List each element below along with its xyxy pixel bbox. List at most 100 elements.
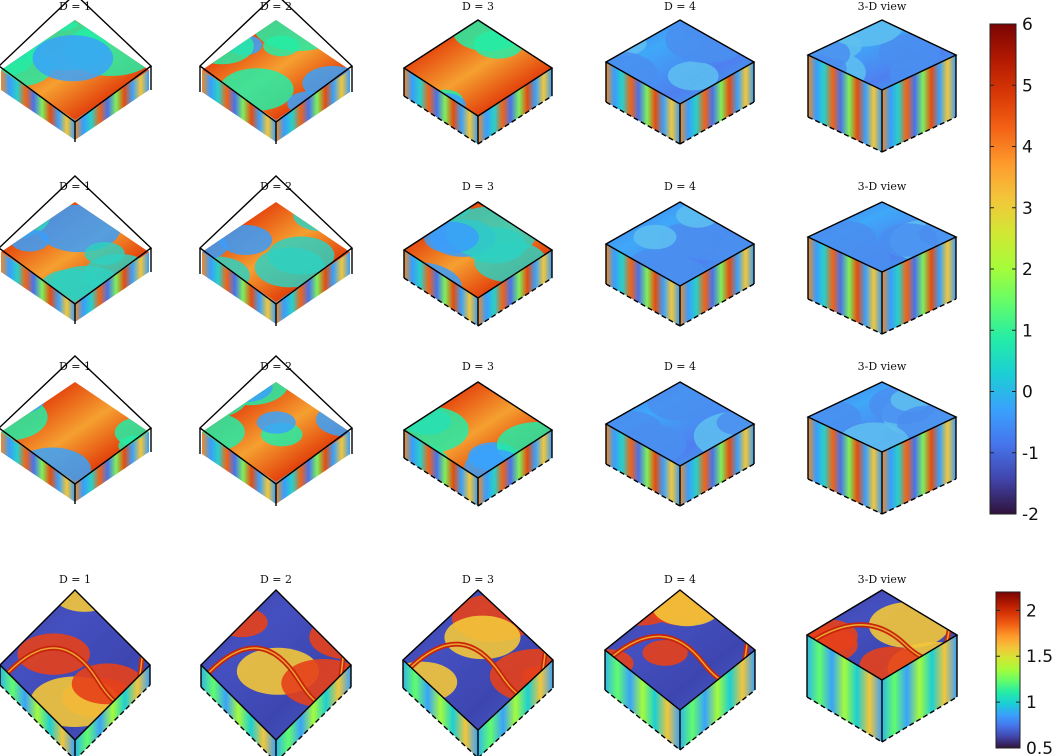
colorbar-tick-label: 6 xyxy=(1022,15,1033,35)
panel-side-right xyxy=(276,70,350,142)
colorbar-secondary: 2 1.5 1 0.5 xyxy=(995,591,1053,756)
panel-side-right xyxy=(882,417,956,514)
panel-r3-c3: D = 4 xyxy=(603,573,757,751)
panel-side-left xyxy=(404,68,478,144)
panel-side-right xyxy=(276,665,351,756)
panel-side-left xyxy=(808,237,882,334)
panel-side-left xyxy=(1,252,75,322)
panel-grid: D = 1 D = 2 D = 3 D = 4 3-D view D = 1 D = 2 D … xyxy=(0,0,959,756)
panel-side-right xyxy=(276,252,350,324)
panel-r2-c3: D = 4 xyxy=(604,360,756,507)
panel-title: D = 3 xyxy=(462,0,494,13)
panel-side-left xyxy=(605,650,680,750)
panel-title: D = 4 xyxy=(664,573,696,586)
panel-r3-c4: 3-D view xyxy=(805,573,959,743)
panel-title: D = 4 xyxy=(664,180,696,193)
panel-side-left xyxy=(808,55,882,152)
panel-title: D = 4 xyxy=(664,360,696,373)
panel-side-right xyxy=(680,62,754,144)
panel-box-frame xyxy=(0,0,153,142)
colorbar-tick-label: -1 xyxy=(1022,444,1039,464)
panel-r0-c0: D = 1 xyxy=(0,0,153,142)
panel-box-frame xyxy=(402,381,554,507)
panel-box-frame xyxy=(0,589,151,756)
panel-r0-c4: 3-D view xyxy=(806,0,958,153)
panel-side-right xyxy=(478,250,552,326)
panel-r1-c0: D = 1 xyxy=(0,175,153,324)
panel-side-left xyxy=(202,70,276,142)
panel-side-right xyxy=(680,244,754,326)
panel-r2-c4: 3-D view xyxy=(806,360,958,515)
panel-side-left xyxy=(404,250,478,326)
colorbar-tick-label: 1.5 xyxy=(1026,647,1053,667)
panel-box-frame xyxy=(402,201,554,327)
panel-box-frame xyxy=(0,355,153,504)
panel-r0-c1: D = 2 xyxy=(198,0,354,144)
colorbar-gradient xyxy=(995,591,1021,749)
colorbar-tick-label: 0 xyxy=(1022,383,1033,403)
panel-side-left xyxy=(808,417,882,514)
panel-side-left xyxy=(0,665,75,756)
panel-side-left xyxy=(807,635,882,742)
colorbar-tick-label: -2 xyxy=(1022,505,1039,525)
colorbar-tick-label: 1 xyxy=(1022,321,1033,341)
panel-side-left xyxy=(606,244,680,326)
panel-side-right xyxy=(478,430,552,506)
panel-side-left xyxy=(403,660,478,756)
panel-r1-c2: D = 3 xyxy=(402,180,554,327)
colorbar-tick-label: 2 xyxy=(1026,601,1037,621)
panel-box-frame xyxy=(0,175,153,324)
panel-box-frame xyxy=(806,19,958,153)
panel-side-right xyxy=(882,237,956,334)
panel-title: D = 2 xyxy=(260,0,292,13)
panel-box-frame xyxy=(805,589,959,743)
panel-box-frame xyxy=(806,201,958,335)
panel-r2-c0: D = 1 xyxy=(0,355,153,504)
panel-side-right xyxy=(478,68,552,144)
panel-r3-c1: D = 2 xyxy=(200,573,352,756)
panel-box-frame xyxy=(806,381,958,515)
panel-side-right xyxy=(882,55,956,152)
panel-side-right xyxy=(75,70,149,140)
panel-r0-c3: D = 4 xyxy=(604,0,756,145)
panel-r0-c2: D = 3 xyxy=(402,0,554,145)
panel-side-left xyxy=(404,430,478,506)
panel-box-frame xyxy=(198,355,354,506)
colorbar-tick-label: 5 xyxy=(1022,76,1033,96)
panel-box-frame xyxy=(402,19,554,145)
panel-side-right xyxy=(882,635,957,742)
panel-side-left xyxy=(1,70,75,140)
panel-r2-c2: D = 3 xyxy=(402,360,554,507)
panel-title: D = 4 xyxy=(664,0,696,13)
panel-title: 3-D view xyxy=(858,360,907,373)
panel-title: D = 3 xyxy=(462,573,494,586)
panel-r3-c2: D = 3 xyxy=(401,573,555,756)
colorbar-tick-label: 4 xyxy=(1022,138,1033,158)
panel-side-left xyxy=(202,252,276,324)
panel-side-left xyxy=(606,62,680,144)
panel-title: D = 1 xyxy=(59,0,91,13)
panel-box-frame xyxy=(603,589,757,751)
panel-side-right xyxy=(75,252,149,322)
panel-r3-c0: D = 1 xyxy=(0,573,151,756)
panel-box-frame xyxy=(200,589,352,756)
panel-r1-c1: D = 2 xyxy=(198,175,354,326)
colorbar-gradient xyxy=(989,23,1017,515)
panel-title: 3-D view xyxy=(858,573,907,586)
panel-box-frame xyxy=(604,381,756,507)
panel-box-frame xyxy=(198,175,354,326)
panel-side-left xyxy=(606,424,680,506)
panel-r1-c3: D = 4 xyxy=(604,180,756,327)
panel-side-right xyxy=(276,432,350,504)
panel-side-left xyxy=(1,432,75,502)
panel-side-left xyxy=(201,665,276,756)
panel-box-frame xyxy=(401,589,555,756)
colorbar-tick-label: 1 xyxy=(1026,693,1037,713)
panel-title: D = 3 xyxy=(462,180,494,193)
panel-box-frame xyxy=(604,201,756,327)
panel-side-right xyxy=(680,650,755,750)
colorbar-tick-label: 3 xyxy=(1022,199,1033,219)
colorbar-tick-label: 2 xyxy=(1022,260,1033,280)
panel-title: 3-D view xyxy=(858,180,907,193)
